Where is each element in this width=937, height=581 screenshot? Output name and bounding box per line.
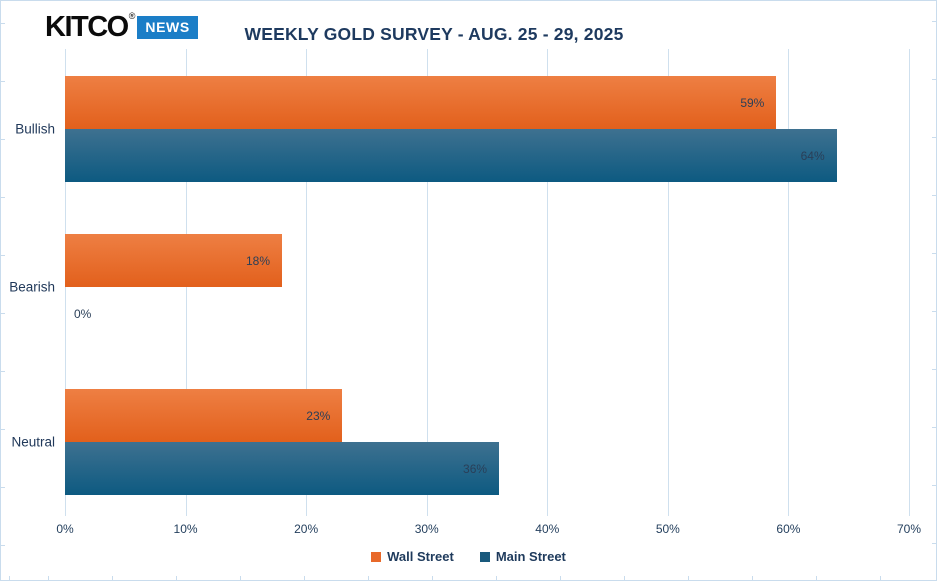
legend-swatch-wall-street <box>371 551 382 562</box>
gridline-50% <box>667 49 669 516</box>
gridline-70% <box>909 49 910 516</box>
bar-value-label-wall-street-neutral: 23% <box>306 408 331 423</box>
kitco-news-logo: KITCO ® NEWS <box>45 11 198 43</box>
category-label-bearish: Bearish <box>9 279 55 295</box>
legend: Wall Street Main Street <box>1 549 936 564</box>
chart-title: WEEKLY GOLD SURVEY - AUG. 25 - 29, 2025 <box>244 24 624 44</box>
gridline-30% <box>426 49 428 516</box>
registered-trademark-icon: ® <box>128 11 136 21</box>
kitco-logo-text: KITCO <box>45 11 129 43</box>
legend-item-wall-street: Wall Street <box>371 549 454 564</box>
bar-value-label-wall-street-bearish: 18% <box>245 253 271 268</box>
legend-item-main-street: Main Street <box>479 549 566 564</box>
frame-minor-ticks-bottom <box>1 576 936 580</box>
x-axis-tick-label: 20% <box>294 522 319 536</box>
news-badge: NEWS <box>137 16 198 39</box>
legend-swatch-main-street <box>479 551 490 562</box>
bar-value-label-main-street-bullish: 64% <box>800 148 825 163</box>
bar-wall-street-bearish <box>65 234 283 287</box>
bar-wall-street-neutral <box>65 389 343 442</box>
gridline-60% <box>788 49 790 516</box>
x-axis-tick-label: 30% <box>414 522 439 536</box>
bar-wall-street-bullish <box>65 76 777 129</box>
frame-minor-ticks-right <box>932 1 936 580</box>
bar-value-label-main-street-bearish: 0% <box>74 306 92 321</box>
bar-main-street-neutral <box>65 442 500 495</box>
x-axis-tick-label: 10% <box>173 522 198 536</box>
x-axis-tick-label: 50% <box>655 522 680 536</box>
category-label-neutral: Neutral <box>11 434 55 450</box>
bar-value-label-main-street-neutral: 36% <box>463 461 488 476</box>
x-axis-tick-label: 70% <box>896 522 922 536</box>
legend-label-main-street: Main Street <box>495 549 566 564</box>
legend-label-wall-street: Wall Street <box>387 549 454 564</box>
category-label-bullish: Bullish <box>15 121 55 137</box>
frame-minor-ticks-left <box>1 1 5 580</box>
x-axis-tick-label: 0% <box>56 522 74 536</box>
x-axis-tick-label: 60% <box>776 522 801 536</box>
gridline-20% <box>306 49 308 516</box>
bar-value-label-wall-street-bullish: 59% <box>740 95 765 110</box>
x-axis-tick-label: 40% <box>535 522 560 536</box>
gridline-40% <box>547 49 549 516</box>
bar-main-street-bullish <box>65 129 837 182</box>
